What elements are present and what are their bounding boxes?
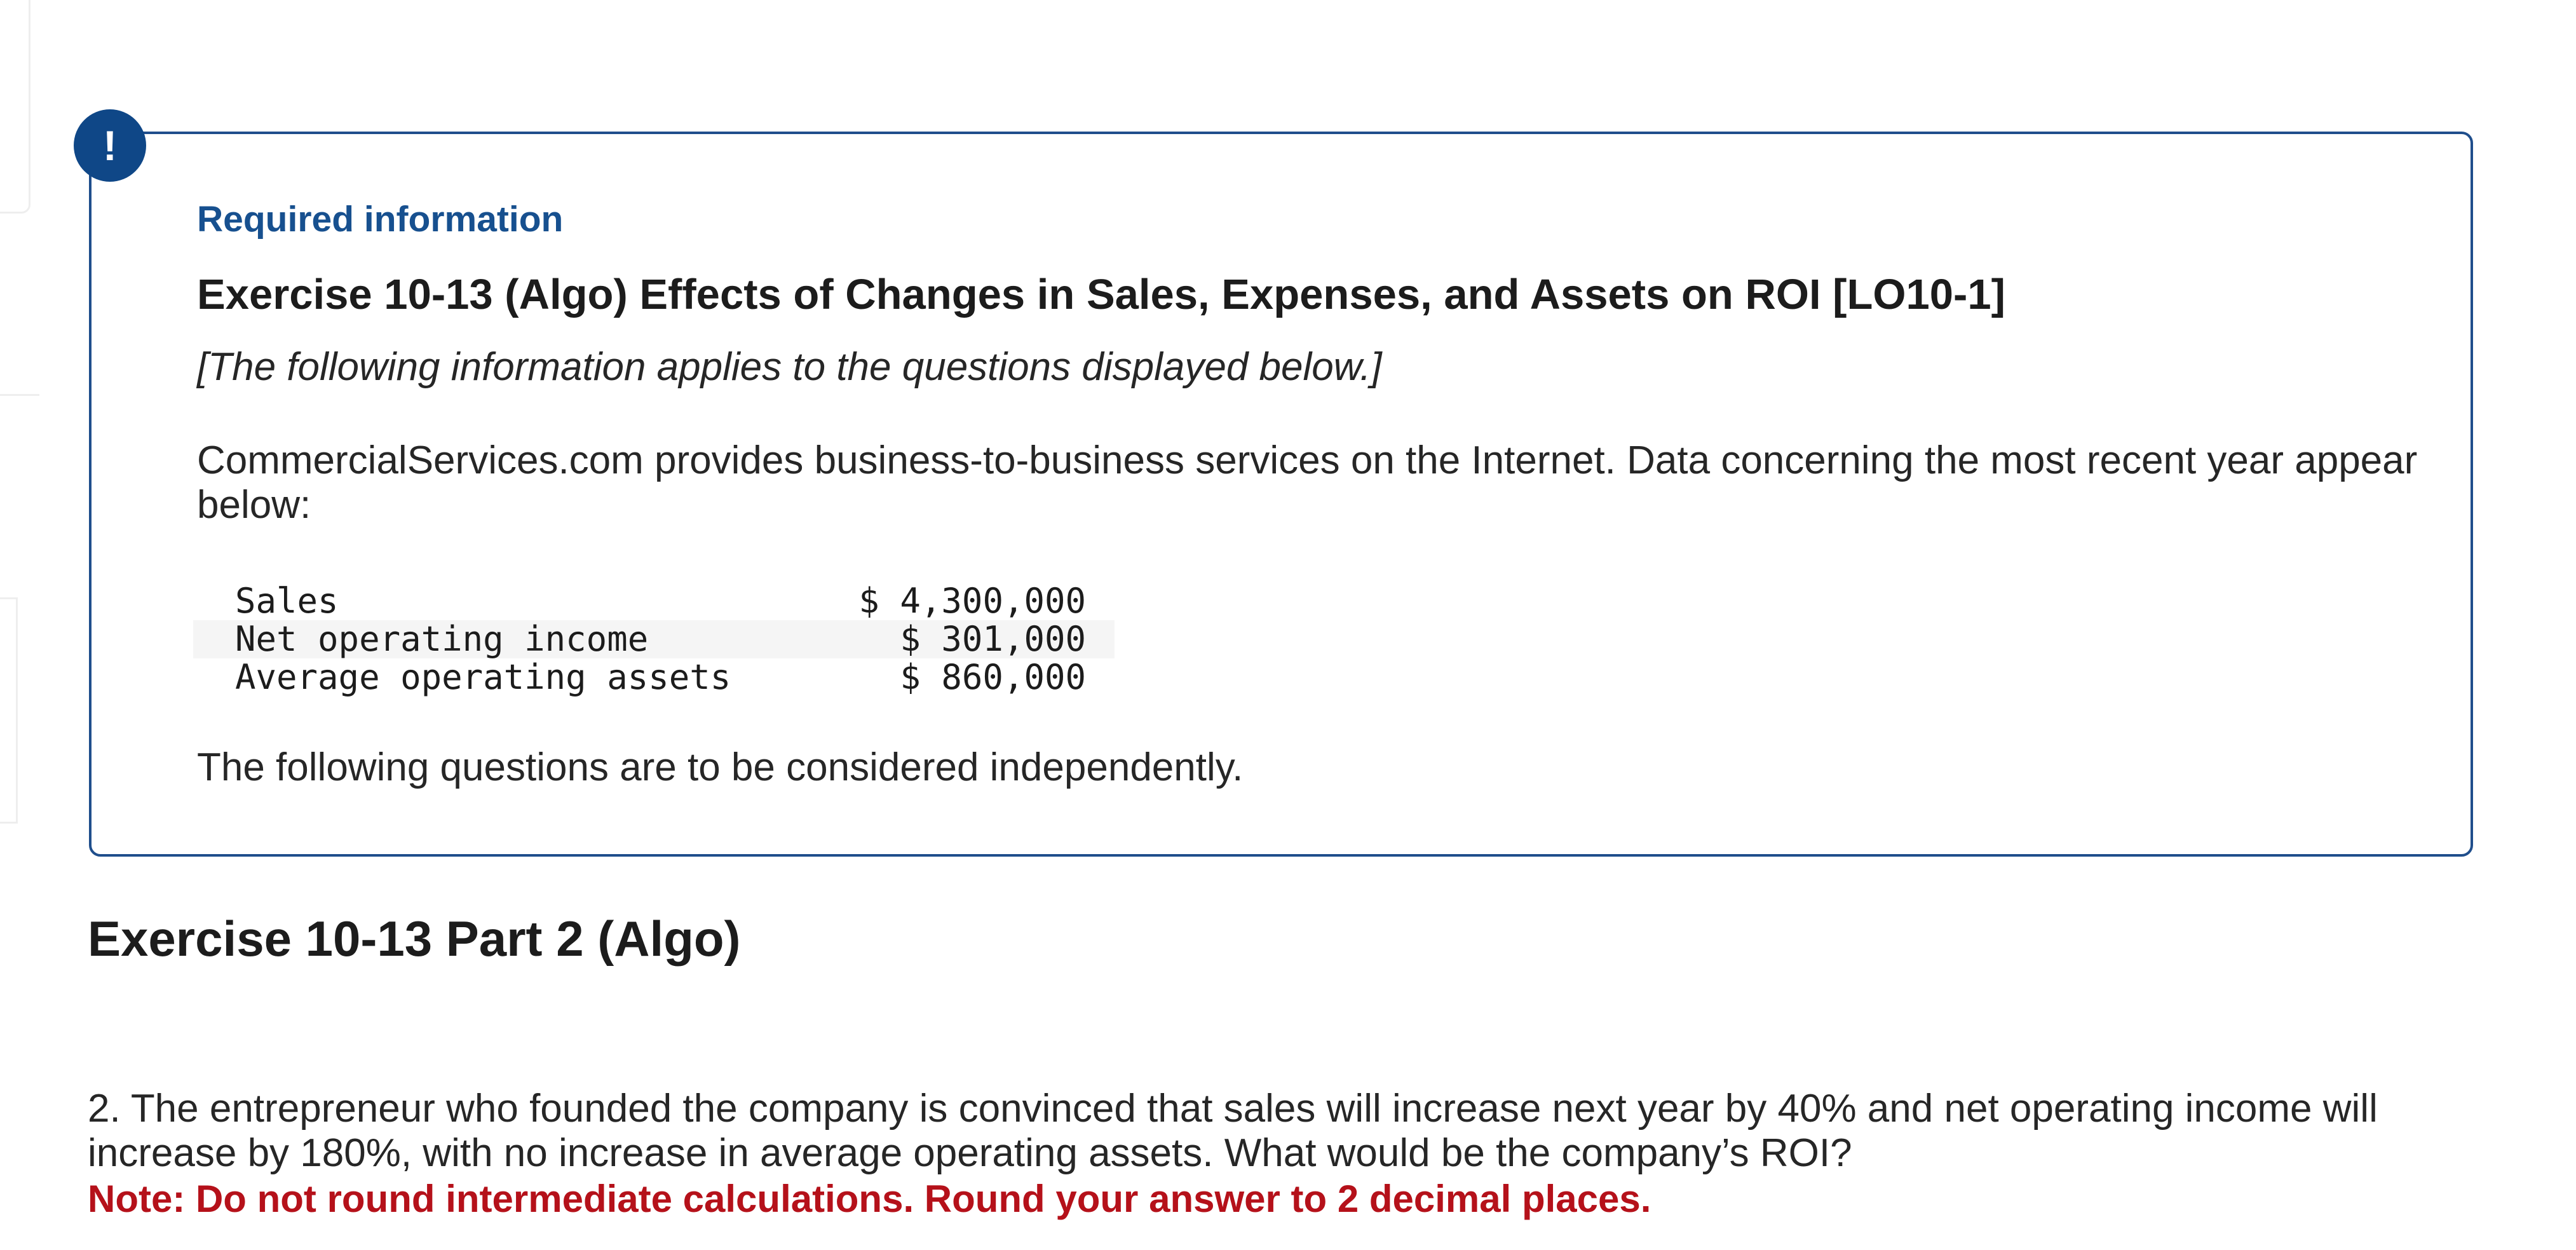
table-row: Sales $ 4,300,000 xyxy=(193,582,1115,620)
alert-icon: ! xyxy=(74,109,146,182)
rounding-note: Note: Do not round intermediate calculat… xyxy=(88,1178,1651,1220)
row-value: $ 860,000 xyxy=(900,657,1086,697)
side-panel-edge xyxy=(0,394,39,396)
part-heading: Exercise 10-13 Part 2 (Algo) xyxy=(88,911,741,967)
required-information-card xyxy=(89,132,2473,857)
row-value: $ 301,000 xyxy=(900,619,1086,659)
table-row: Average operating assets $ 860,000 xyxy=(193,658,1115,696)
row-label: Sales xyxy=(235,581,339,621)
data-table: Sales $ 4,300,000 Net operating income $… xyxy=(193,582,1115,696)
side-panel-edge xyxy=(0,0,31,214)
table-row: Net operating income $ 301,000 xyxy=(193,620,1115,658)
independence-note: The following questions are to be consid… xyxy=(197,745,1244,789)
side-panel-edge xyxy=(0,597,18,824)
row-label: Net operating income xyxy=(235,619,649,659)
exercise-title: Exercise 10-13 (Algo) Effects of Changes… xyxy=(197,271,2005,318)
required-information-heading: Required information xyxy=(197,199,564,240)
row-label: Average operating assets xyxy=(235,657,731,697)
applies-note: [The following information applies to th… xyxy=(197,345,1382,389)
question-text: 2. The entrepreneur who founded the comp… xyxy=(88,1087,2378,1175)
intro-text: CommercialServices.com provides business… xyxy=(197,438,2418,527)
row-value: $ 4,300,000 xyxy=(858,581,1086,621)
